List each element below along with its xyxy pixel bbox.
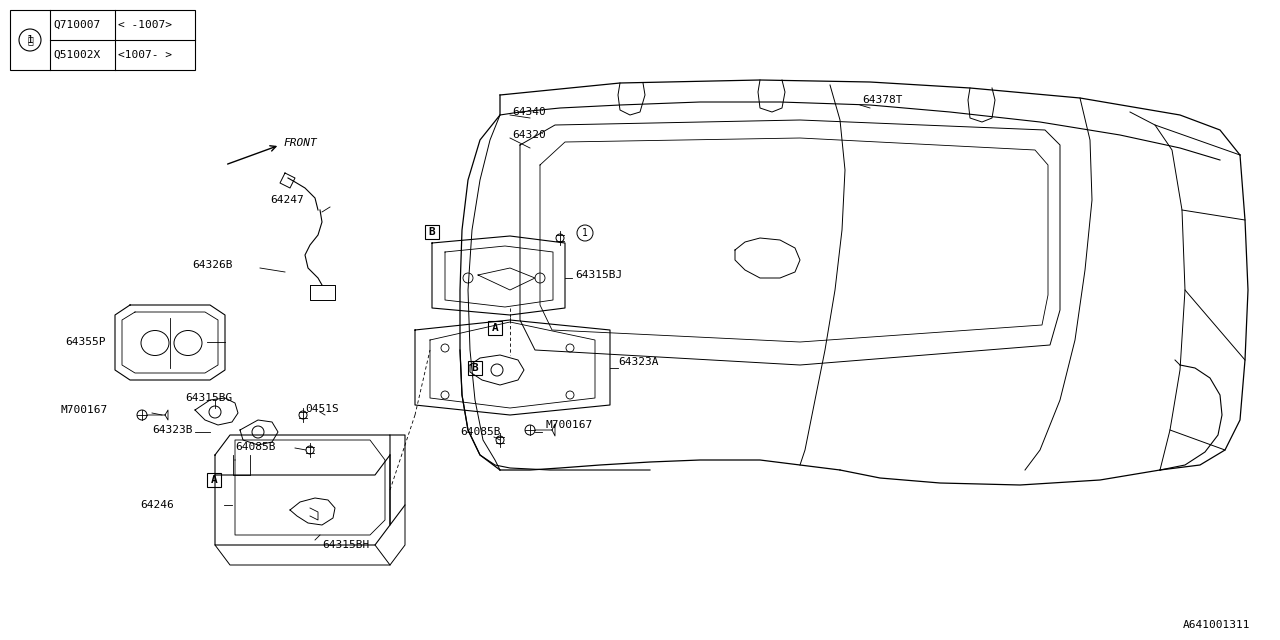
Text: <1007- >: <1007- > (118, 50, 172, 60)
Text: 64085B: 64085B (236, 442, 275, 452)
Text: M700167: M700167 (60, 405, 108, 415)
Text: < -1007>: < -1007> (118, 20, 172, 30)
Text: M700167: M700167 (545, 420, 593, 430)
Text: FRONT: FRONT (283, 138, 316, 148)
Text: 0451S: 0451S (305, 404, 339, 414)
Bar (468, 361, 483, 375)
Text: ①: ① (27, 35, 33, 45)
Bar (425, 225, 439, 239)
Text: A: A (211, 475, 218, 485)
Text: 64340: 64340 (512, 107, 545, 117)
Text: 64315BH: 64315BH (323, 540, 369, 550)
Text: 64326B: 64326B (192, 260, 233, 270)
Bar (10, 10, 195, 70)
Text: 64355P: 64355P (65, 337, 105, 347)
Text: 64323B: 64323B (152, 425, 192, 435)
Text: Q51002X: Q51002X (52, 50, 100, 60)
Text: 64246: 64246 (140, 500, 174, 510)
Text: 64320: 64320 (512, 130, 545, 140)
Text: A: A (492, 323, 498, 333)
Text: 64378T: 64378T (861, 95, 902, 105)
Text: Q710007: Q710007 (52, 20, 100, 30)
Bar (207, 473, 221, 487)
Text: 64315BJ: 64315BJ (575, 270, 622, 280)
Text: B: B (471, 363, 479, 373)
Text: 1: 1 (582, 228, 588, 238)
Text: 1: 1 (27, 35, 33, 45)
Text: 64323A: 64323A (618, 357, 658, 367)
Text: 64315BG: 64315BG (186, 393, 232, 403)
Bar (488, 321, 502, 335)
Text: 64085B: 64085B (460, 427, 500, 437)
Text: B: B (429, 227, 435, 237)
Text: 64247: 64247 (270, 195, 303, 205)
Text: A641001311: A641001311 (1183, 620, 1251, 630)
